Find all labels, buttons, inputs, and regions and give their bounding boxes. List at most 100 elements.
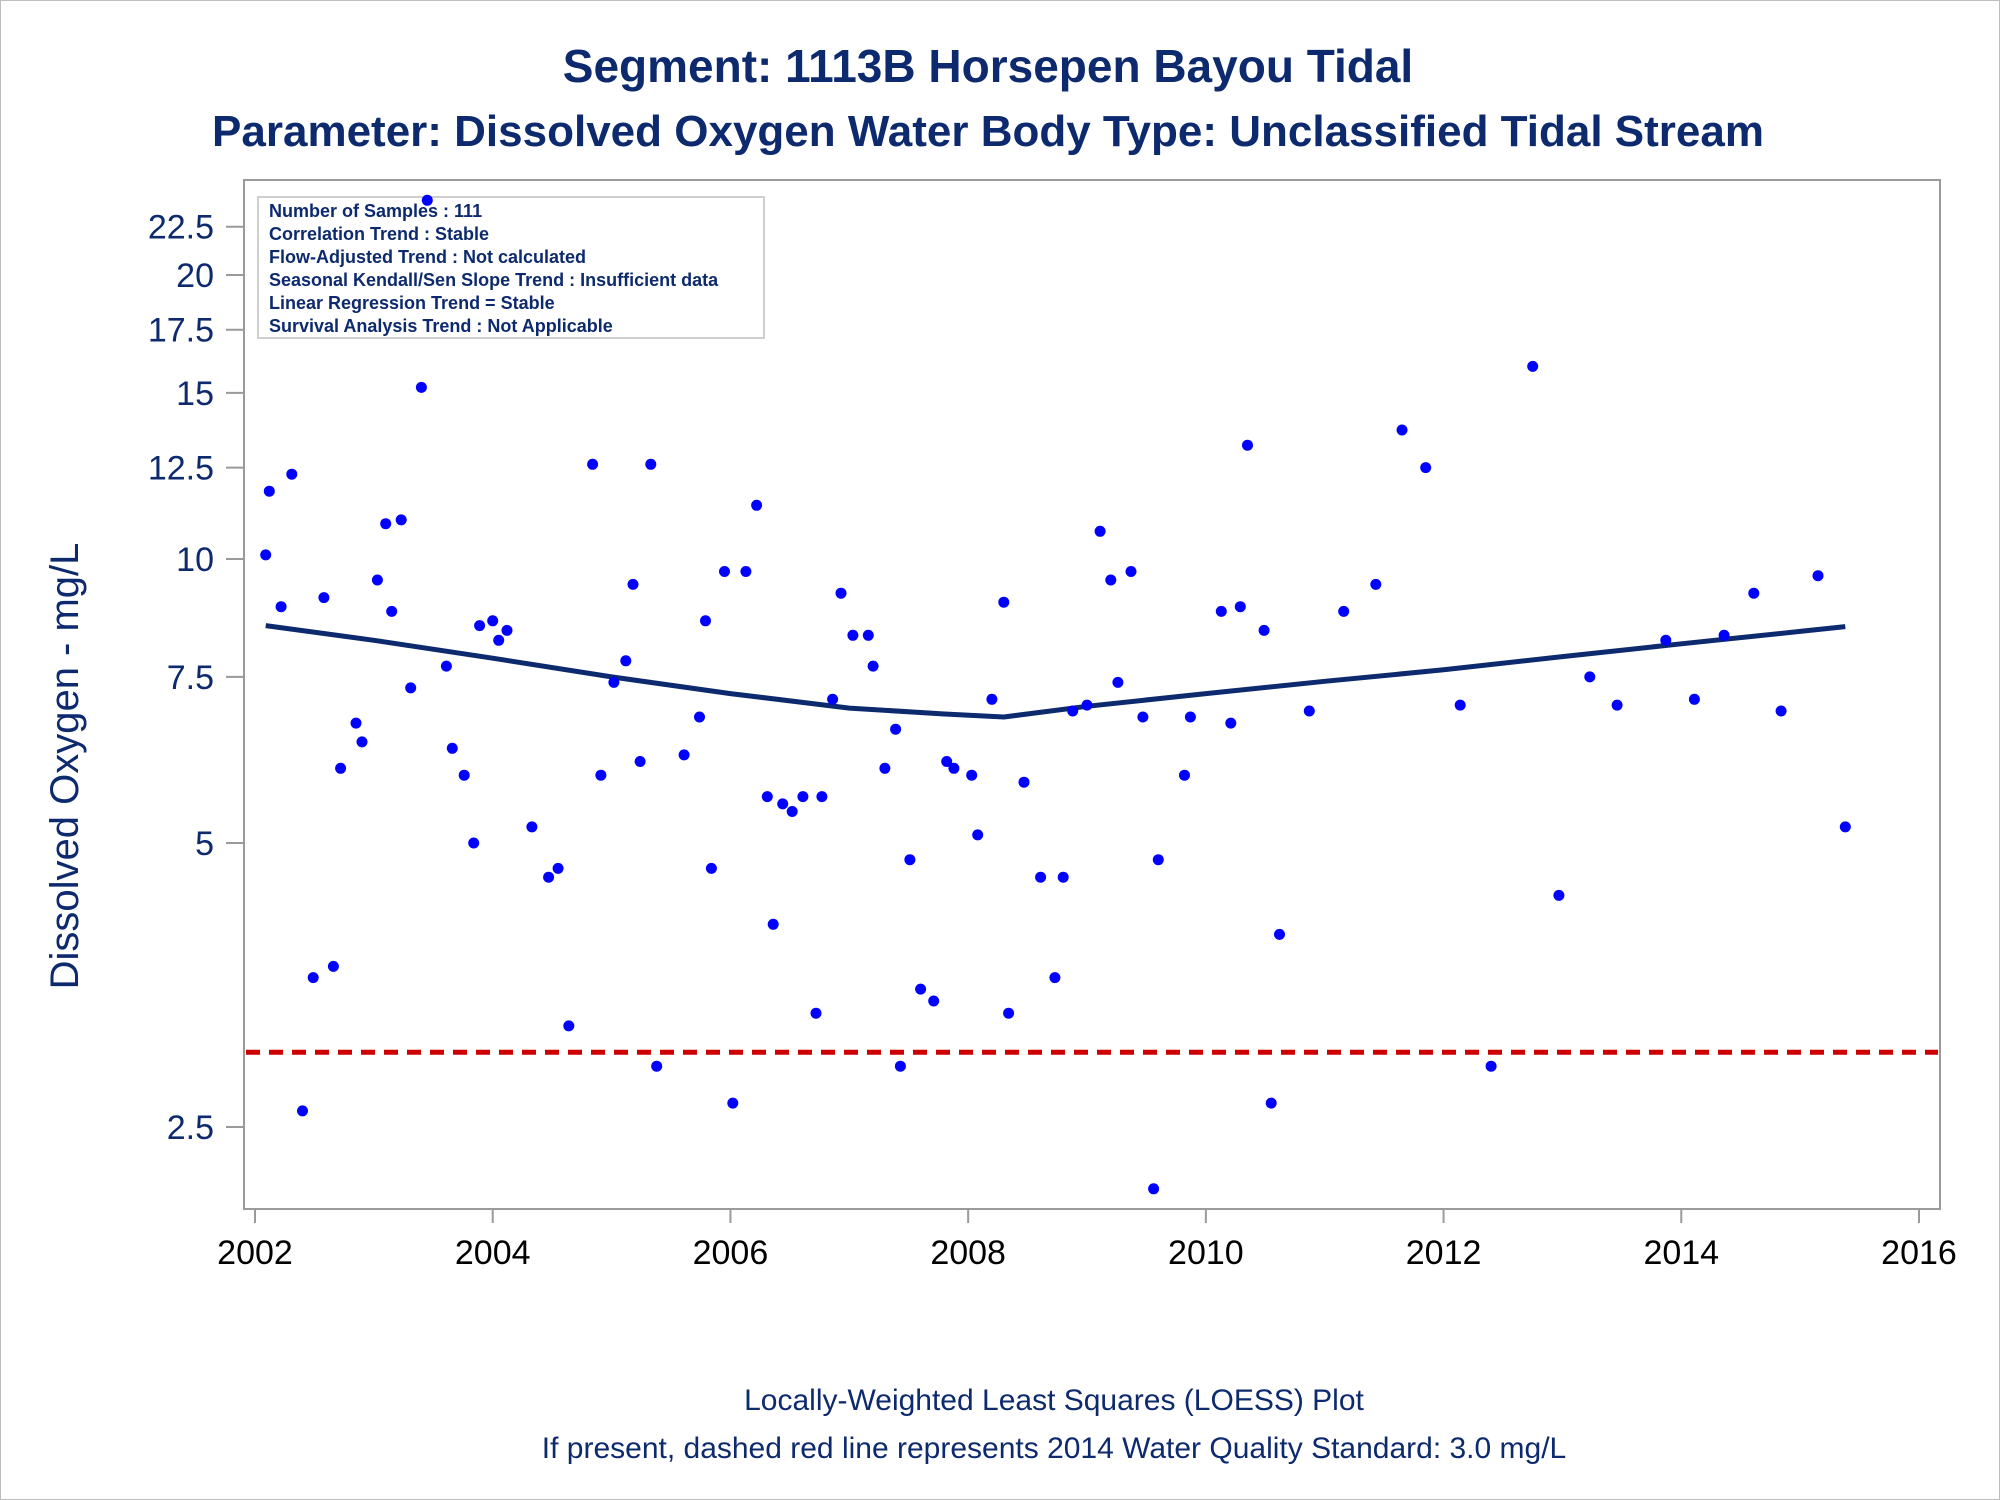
data-point — [405, 682, 417, 694]
data-point — [761, 791, 773, 803]
data-point — [563, 1020, 575, 1032]
data-point — [421, 194, 433, 206]
x-tick-label: 2004 — [455, 1234, 531, 1272]
data-point — [440, 660, 452, 672]
data-point — [797, 791, 809, 803]
data-point — [847, 629, 859, 641]
data-point — [786, 806, 798, 817]
data-point — [862, 629, 874, 641]
data-point — [1225, 717, 1237, 729]
data-point — [751, 499, 763, 511]
loess-trend-line — [265, 623, 1846, 720]
data-point — [1396, 424, 1408, 436]
y-tick-label: 10 — [176, 541, 214, 579]
y-tick-label: 20 — [176, 257, 214, 295]
data-point — [904, 854, 916, 866]
data-point — [608, 676, 620, 688]
data-point — [1215, 605, 1227, 617]
data-point — [719, 566, 730, 577]
x-tick-label: 2010 — [1168, 1234, 1244, 1272]
data-point — [446, 742, 458, 754]
info-box-border — [257, 196, 765, 339]
y-axis-label: Dissolved Oxygen - mg/L — [43, 543, 87, 990]
info-samples: Number of Samples : 111 — [269, 201, 482, 221]
data-point — [350, 717, 362, 729]
data-point — [1067, 705, 1079, 717]
y-tick-label: 2.5 — [167, 1109, 214, 1147]
data-point — [1812, 570, 1824, 582]
data-point — [1839, 821, 1851, 833]
data-point — [260, 549, 272, 561]
info-linear-regression-trend: Linear Regression Trend = Stable — [269, 293, 555, 313]
data-point — [1611, 699, 1623, 711]
data-point — [275, 601, 287, 613]
data-point — [1018, 776, 1030, 788]
info-survival-analysis-trend: Survival Analysis Trend : Not Applicable — [269, 316, 613, 336]
data-point — [1420, 462, 1432, 474]
data-point — [1454, 699, 1466, 711]
data-point — [380, 518, 392, 530]
data-point — [1184, 711, 1196, 723]
x-tick-label: 2014 — [1643, 1234, 1719, 1272]
data-point — [986, 693, 998, 705]
data-point — [972, 829, 984, 841]
data-point — [867, 660, 879, 672]
data-point — [727, 1097, 739, 1109]
data-point — [371, 574, 383, 586]
data-point — [1303, 705, 1315, 717]
y-axis-ticks: 2.5 5 7.5 10 12.5 15 17.5 20 22.5 — [148, 209, 244, 1147]
data-point — [1274, 928, 1285, 940]
data-point — [634, 756, 646, 767]
data-point — [879, 762, 891, 774]
data-point — [1688, 693, 1700, 705]
data-point — [356, 736, 368, 748]
data-point — [1003, 1007, 1015, 1019]
data-point — [941, 756, 953, 767]
footnote-loess: Locally-Weighted Least Squares (LOESS) P… — [744, 1384, 1364, 1417]
data-point — [1094, 525, 1106, 537]
y-tick-label: 15 — [176, 375, 214, 413]
x-tick-label: 2016 — [1881, 1234, 1957, 1272]
data-point — [810, 1007, 822, 1019]
info-correlation-trend: Correlation Trend : Stable — [269, 224, 489, 244]
data-point — [286, 468, 298, 480]
info-flow-adjusted-trend: Flow-Adjusted Trend : Not calculated — [269, 247, 586, 267]
data-point — [1234, 601, 1246, 613]
data-point — [1265, 1097, 1277, 1109]
data-point — [1660, 634, 1672, 646]
data-point — [587, 458, 599, 470]
data-point — [1338, 605, 1350, 617]
data-point — [307, 972, 319, 984]
data-point — [552, 862, 564, 874]
data-point — [458, 769, 470, 781]
data-point — [777, 798, 789, 810]
data-point — [894, 1060, 906, 1072]
data-point — [620, 655, 632, 667]
data-point — [1035, 871, 1047, 883]
data-point — [474, 620, 486, 632]
data-point — [705, 862, 717, 874]
data-point — [1242, 439, 1253, 451]
data-point — [928, 995, 940, 1007]
data-point — [318, 592, 330, 604]
chart-title: Segment: 1113B Horsepen Bayou Tidal — [563, 40, 1413, 92]
data-point — [595, 769, 607, 781]
data-point — [1485, 1060, 1497, 1072]
data-point — [948, 762, 960, 774]
data-point — [1718, 629, 1730, 641]
data-point — [835, 587, 847, 599]
data-point — [1370, 578, 1382, 590]
data-point — [651, 1060, 663, 1072]
data-point — [543, 871, 555, 883]
data-point — [263, 485, 275, 497]
data-point — [1081, 699, 1093, 711]
x-tick-label: 2006 — [693, 1234, 769, 1272]
data-point — [1527, 360, 1539, 372]
data-point — [700, 615, 711, 627]
y-tick-label: 7.5 — [167, 659, 214, 697]
data-point — [1137, 711, 1149, 723]
data-point — [1258, 624, 1270, 636]
data-point — [1748, 587, 1760, 599]
data-point — [915, 983, 927, 995]
data-point — [1584, 671, 1596, 683]
